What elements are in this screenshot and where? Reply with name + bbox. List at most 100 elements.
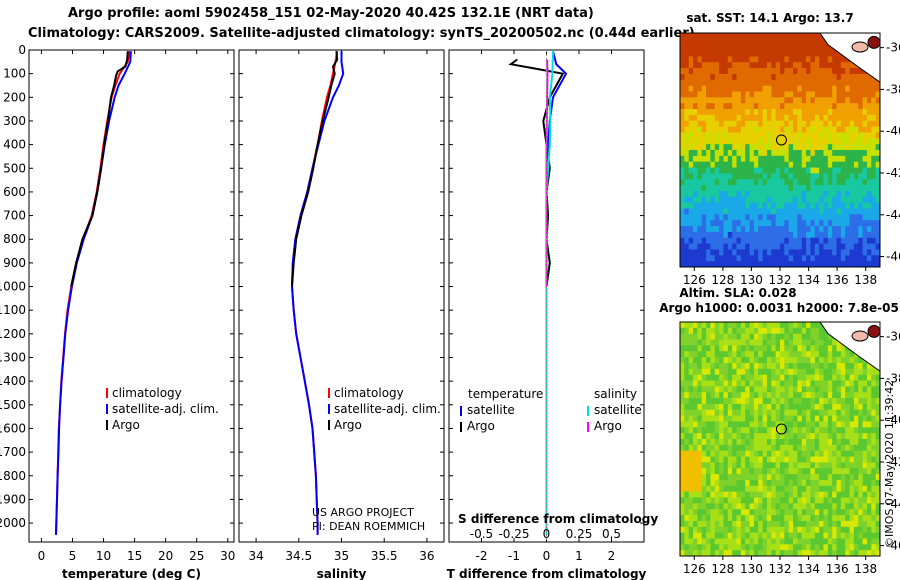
sst-pixel bbox=[714, 190, 720, 198]
sst-pixel bbox=[810, 226, 816, 233]
sla-pixel bbox=[797, 491, 803, 498]
sst-pixel bbox=[849, 173, 855, 180]
sst-pixel bbox=[862, 114, 868, 122]
sst-pixel bbox=[697, 33, 703, 40]
sst-pixel bbox=[788, 226, 794, 233]
sst-pixel bbox=[706, 38, 711, 46]
sst-pixel bbox=[780, 185, 785, 192]
sla-pixel bbox=[749, 532, 755, 539]
sst-pixel bbox=[853, 97, 859, 104]
sla-pixel bbox=[723, 538, 729, 545]
sst-pixel bbox=[840, 220, 846, 227]
sla-pixel bbox=[736, 550, 742, 557]
sst-pixel bbox=[871, 196, 877, 204]
sst-pixel bbox=[806, 91, 811, 98]
sla-pixel bbox=[771, 433, 777, 440]
sst-pixel bbox=[810, 243, 816, 250]
sst-pixel bbox=[845, 97, 850, 104]
sst-pixel bbox=[793, 255, 798, 262]
sla-pixel bbox=[871, 485, 877, 493]
sla-pixel bbox=[784, 333, 790, 340]
sst-pixel bbox=[710, 91, 716, 98]
sla-pixel bbox=[693, 345, 698, 352]
sst-pixel bbox=[684, 97, 690, 104]
sst-pixel bbox=[758, 56, 764, 63]
sst-pixel bbox=[845, 208, 850, 215]
sla-pixel bbox=[836, 392, 842, 399]
sst-pixel bbox=[719, 249, 724, 256]
sst-pixel bbox=[801, 261, 807, 268]
sla-pixel bbox=[684, 462, 690, 469]
sla-pixel bbox=[771, 462, 777, 469]
sla-pixel bbox=[784, 368, 790, 376]
sla-pixel bbox=[749, 450, 755, 457]
sst-pixel bbox=[858, 214, 864, 221]
sla-pixel bbox=[784, 327, 790, 335]
sla-pixel bbox=[806, 439, 811, 446]
sst-pixel bbox=[753, 202, 759, 209]
sst-pixel bbox=[849, 103, 855, 110]
sla-pixel bbox=[775, 409, 781, 416]
sst-pixel bbox=[740, 226, 746, 233]
sst-pixel bbox=[862, 85, 868, 92]
sst-pixel bbox=[780, 120, 785, 127]
sla-pixel bbox=[840, 550, 846, 557]
sla-pixel bbox=[684, 538, 690, 545]
sst-pixel bbox=[871, 103, 877, 110]
sla-pixel bbox=[736, 386, 742, 393]
sla-pixel bbox=[697, 462, 703, 469]
sla-pixel bbox=[753, 374, 759, 381]
sst-pixel bbox=[749, 261, 755, 268]
sst-pixel bbox=[788, 220, 794, 227]
sst-pixel bbox=[814, 208, 820, 215]
sst-pixel bbox=[858, 120, 864, 127]
sst-pixel bbox=[827, 132, 833, 139]
sla-pixel bbox=[858, 380, 864, 387]
sla-pixel bbox=[680, 532, 685, 539]
depth-tick-label: 900 bbox=[3, 256, 26, 270]
sla-pixel bbox=[740, 450, 746, 457]
sst-pixel bbox=[753, 62, 759, 69]
sla-pixel bbox=[858, 550, 864, 557]
sla-pixel bbox=[740, 474, 746, 481]
sst-pixel bbox=[736, 196, 742, 204]
sla-pixel bbox=[710, 357, 716, 364]
sla-pixel bbox=[736, 491, 742, 498]
sst-pixel bbox=[740, 185, 746, 192]
sst-pixel bbox=[836, 202, 842, 209]
sst-pixel bbox=[753, 132, 759, 139]
sla-pixel bbox=[697, 322, 703, 329]
sla-pixel bbox=[701, 357, 707, 364]
sla-pixel bbox=[693, 468, 698, 475]
sst-pixel bbox=[727, 150, 733, 157]
sst-pixel bbox=[745, 226, 750, 233]
sla-pixel bbox=[736, 322, 742, 329]
sst-pixel bbox=[732, 68, 737, 75]
sla-pixel bbox=[758, 474, 764, 481]
sla-pixel bbox=[745, 532, 750, 539]
sla-pixel bbox=[871, 479, 877, 487]
sla-pixel bbox=[684, 456, 690, 463]
sst-pixel bbox=[771, 132, 777, 139]
sla-pixel bbox=[762, 485, 768, 493]
sla-pixel bbox=[714, 357, 720, 364]
sst-pixel bbox=[714, 62, 720, 69]
sst-pixel bbox=[684, 208, 690, 215]
sst-pixel bbox=[762, 202, 768, 209]
sla-pixel bbox=[832, 456, 837, 463]
sla-pixel bbox=[697, 497, 703, 504]
sst-pixel bbox=[714, 237, 720, 244]
sla-pixel bbox=[780, 479, 785, 487]
sst-pixel bbox=[723, 249, 729, 256]
sst-pixel bbox=[710, 114, 716, 122]
sst-pixel bbox=[797, 173, 803, 180]
sla-pixel bbox=[810, 509, 816, 516]
sst-pixel bbox=[697, 79, 703, 87]
sst-pixel bbox=[749, 249, 755, 256]
sst-pixel bbox=[714, 173, 720, 180]
sla-pixel bbox=[775, 433, 781, 440]
sla-pixel bbox=[732, 544, 737, 551]
sst-pixel bbox=[688, 208, 694, 215]
sst-pixel bbox=[836, 196, 842, 204]
sst-pixel bbox=[766, 56, 772, 63]
